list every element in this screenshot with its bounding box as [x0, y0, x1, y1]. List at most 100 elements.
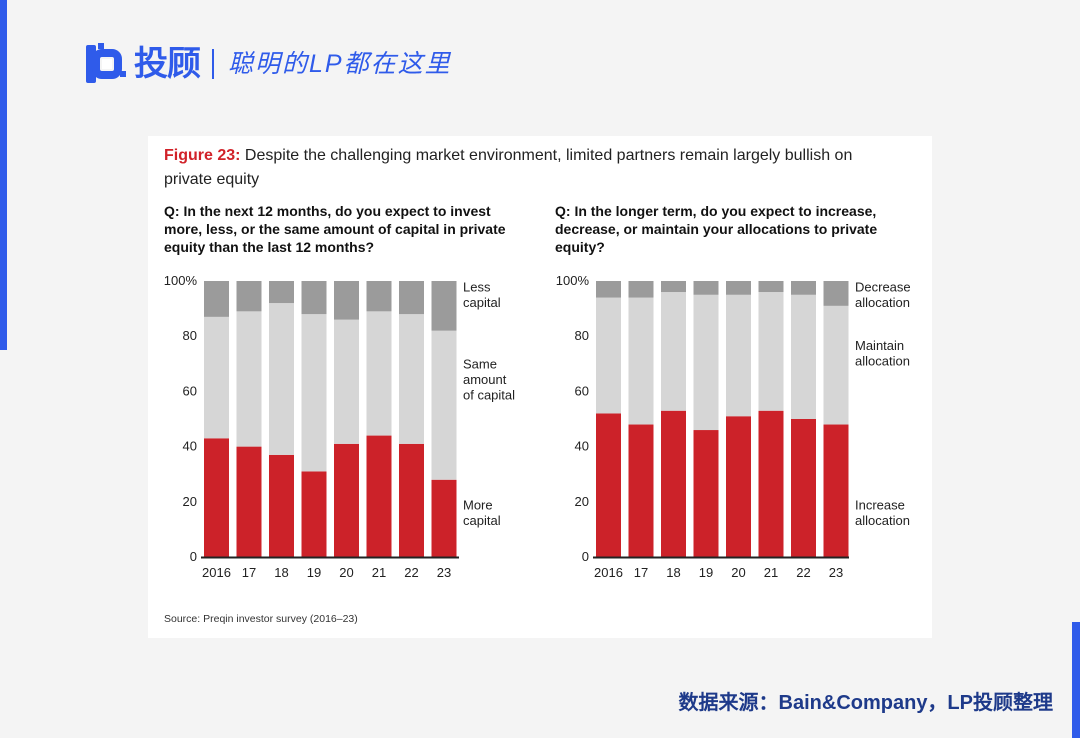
chart-left-bar-same	[301, 314, 327, 472]
chart-right-series-label: allocation	[855, 295, 910, 310]
chart-left-xtick-label: 2016	[202, 565, 231, 580]
chart-right-bar-same	[791, 294, 816, 419]
chart-left-xtick-label: 20	[339, 565, 353, 580]
chart-right-ytick-label: 100%	[556, 273, 590, 288]
figure-label: Figure 23:	[164, 147, 241, 164]
right-accent-bar	[1072, 622, 1080, 738]
chart-right-xtick-label: 2016	[594, 565, 623, 580]
chart-left-bar-same	[269, 303, 294, 455]
brand-name: 投顾	[134, 45, 201, 83]
chart-left-question: Q: In the next 12 months, do you expect …	[164, 203, 506, 255]
chart-left-bar-more	[204, 438, 229, 557]
chart-right-xtick-label: 17	[634, 565, 648, 580]
chart-right-bar-more	[726, 416, 751, 557]
footer-source: 数据来源：Bain&Company，LP投顾整理	[678, 692, 1053, 714]
chart-right-bar-same	[758, 292, 784, 411]
chart-right-bar-less	[726, 281, 751, 295]
chart-left-series-label: capital	[463, 513, 501, 528]
chart-left-bar-more	[399, 443, 424, 557]
chart-left-series-label: amount	[463, 372, 507, 387]
chart-right-ytick-label: 80	[575, 328, 589, 343]
chart-right-series-label: allocation	[855, 513, 910, 528]
chart-right-xtick-label: 23	[829, 565, 843, 580]
chart-right-question: Q: In the longer term, do you expect to …	[555, 203, 878, 255]
chart-left-ytick-label: 80	[183, 328, 197, 343]
chart-right-bar-same	[596, 297, 621, 414]
chart-right-bar-same	[726, 294, 751, 417]
brand-logo-icon	[86, 43, 126, 83]
chart-left-bar-same	[334, 319, 359, 444]
chart-right-xtick-label: 19	[699, 565, 713, 580]
chart-left-bar-less	[366, 281, 392, 312]
chart-right-bar-less	[823, 281, 849, 306]
chart-left-xtick-label: 19	[307, 565, 321, 580]
figure-title-text: Despite the challenging market environme…	[164, 147, 853, 188]
chart-right-bar-more	[661, 410, 686, 557]
left-accent-bar	[0, 0, 7, 350]
chart-right-xtick-label: 22	[796, 565, 810, 580]
chart-left-bar-more	[334, 443, 359, 557]
chart-left-bar-less	[334, 281, 359, 320]
figure-source: Source: Preqin investor survey (2016–23)	[164, 613, 358, 625]
chart-right-bar-more	[596, 413, 621, 557]
brand-slogan: 聪明的LP都在这里	[228, 50, 452, 78]
chart-left-bar-less	[269, 281, 294, 304]
chart-left-ytick-label: 40	[183, 439, 197, 454]
chart-left-bar-less	[236, 281, 262, 312]
chart-right-xtick-label: 21	[764, 565, 778, 580]
chart-right-bar-same	[693, 294, 719, 431]
chart-left-bar-less	[399, 281, 424, 315]
chart-left-xtick-label: 22	[404, 565, 418, 580]
chart-left-ytick-label: 100%	[164, 273, 198, 288]
chart-right-bar-more	[693, 430, 719, 557]
figure-title: Figure 23: Despite the challenging marke…	[164, 144, 904, 192]
chart-right-series-label: allocation	[855, 353, 910, 368]
chart-left-bar-more	[236, 446, 262, 557]
chart-left-ytick-label: 0	[190, 549, 197, 564]
chart-left-series-label: Same	[463, 356, 497, 371]
chart-right-bar-less	[661, 281, 686, 293]
chart-left-bar-less	[204, 281, 229, 317]
chart-right-bar-same	[661, 292, 686, 411]
chart-left-xtick-label: 18	[274, 565, 288, 580]
chart-left-bar-same	[236, 311, 262, 447]
chart-left-xtick-label: 23	[437, 565, 451, 580]
chart-left-bar-same	[204, 316, 229, 439]
chart-left-bar-same	[431, 330, 457, 480]
chart-right-bar-more	[628, 424, 654, 557]
chart-left-series-label: More	[463, 498, 493, 513]
chart-right-bar-same	[823, 305, 849, 425]
chart-left-bar-more	[431, 479, 457, 557]
chart-right-series-label: Decrease	[855, 280, 911, 295]
figure-card: Figure 23: Despite the challenging marke…	[148, 136, 932, 638]
chart-left-series-label: of capital	[463, 387, 515, 402]
chart-left-ytick-label: 60	[183, 383, 197, 398]
chart-right-series-label: Increase	[855, 498, 905, 513]
chart-left-bar-less	[301, 281, 327, 315]
brand-header: 投顾 聪明的LP都在这里	[84, 40, 452, 88]
chart-right-bar-more	[791, 419, 816, 557]
chart-right-bar-less	[596, 281, 621, 298]
chart-right-bar-same	[628, 297, 654, 425]
chart-left-series-label: capital	[463, 295, 501, 310]
chart-right-xtick-label: 20	[731, 565, 745, 580]
chart-left-bar-more	[269, 454, 294, 557]
chart-left-bar-same	[399, 314, 424, 444]
chart-right-ytick-label: 0	[582, 549, 589, 564]
chart-left-xtick-label: 17	[242, 565, 256, 580]
chart-left-bar-less	[431, 281, 457, 331]
chart-right-bar-less	[693, 281, 719, 295]
chart-left-bar-same	[366, 311, 392, 436]
chart-right-bar-less	[758, 281, 784, 293]
brand-separator	[212, 49, 214, 79]
chart-right-ytick-label: 20	[575, 494, 589, 509]
chart-right-ytick-label: 60	[575, 383, 589, 398]
chart-right-series-label: Maintain	[855, 338, 904, 353]
chart-right-bar-more	[758, 410, 784, 557]
chart-left-series-label: Less	[463, 280, 491, 295]
chart-left-bar-more	[301, 471, 327, 557]
chart-right-xtick-label: 18	[666, 565, 680, 580]
chart-right-bar-more	[823, 424, 849, 557]
chart-left-ytick-label: 20	[183, 494, 197, 509]
